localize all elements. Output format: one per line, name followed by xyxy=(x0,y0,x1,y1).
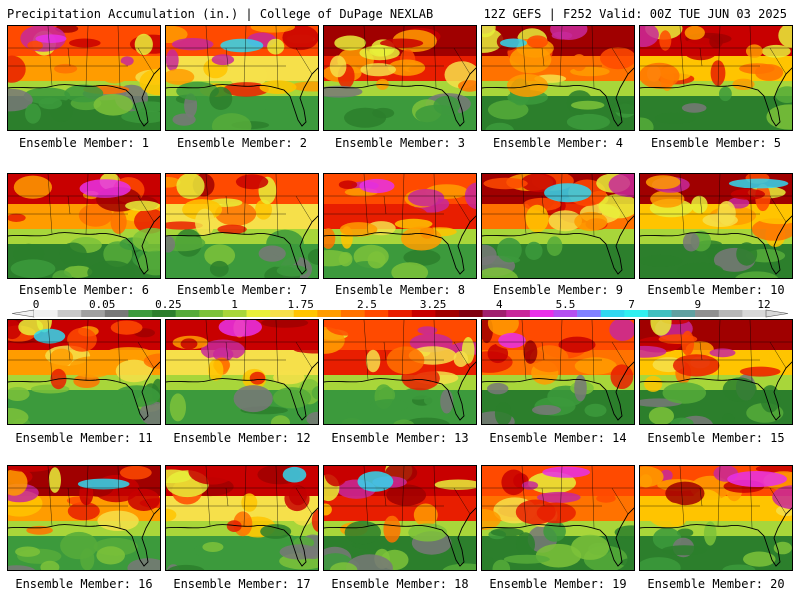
colorbar-swatch xyxy=(104,310,129,317)
ensemble-member-label: Ensemble Member: 8 xyxy=(334,283,466,297)
colorbar-swatch xyxy=(459,310,483,317)
ensemble-member-label: Ensemble Member: 4 xyxy=(492,136,624,150)
ensemble-member-label: Ensemble Member: 20 xyxy=(647,577,785,591)
colorbar-arrow-left xyxy=(11,309,35,318)
colorbar-swatch xyxy=(742,310,767,317)
ensemble-member-map xyxy=(7,319,161,425)
ensemble-member-map xyxy=(639,25,793,131)
colorbar-swatch xyxy=(270,310,295,317)
ensemble-member-label: Ensemble Member: 11 xyxy=(15,431,153,445)
ensemble-member-map xyxy=(323,25,477,131)
colorbar-swatch xyxy=(34,310,58,317)
colorbar-swatch xyxy=(222,310,247,317)
ensemble-member-label: Ensemble Member: 15 xyxy=(647,431,785,445)
colorbar-tick-label: 5.5 xyxy=(556,300,576,311)
colorbar-tick-label: 12 xyxy=(757,300,770,311)
page-title: Precipitation Accumulation (in.) | Colle… xyxy=(7,7,434,21)
colorbar-tick-label: 1 xyxy=(231,300,238,311)
ensemble-member-map xyxy=(165,25,319,131)
colorbar-swatch xyxy=(411,310,436,317)
ensemble-member-map xyxy=(323,173,477,279)
ensemble-member-map xyxy=(639,173,793,279)
colorbar-tick-label: 0.25 xyxy=(155,300,182,311)
ensemble-member-label: Ensemble Member: 10 xyxy=(647,283,785,297)
colorbar-swatch xyxy=(718,310,743,317)
ensemble-member-label: Ensemble Member: 12 xyxy=(173,431,311,445)
ensemble-member-map xyxy=(481,465,635,571)
colorbar-swatch xyxy=(435,310,460,317)
colorbar-swatch xyxy=(506,310,531,317)
colorbar-swatch xyxy=(388,310,413,317)
colorbar-swatch xyxy=(152,310,176,317)
colorbar-swatch xyxy=(81,310,106,317)
colorbar-swatch xyxy=(553,310,578,317)
ensemble-member-map xyxy=(639,319,793,425)
ensemble-member-map xyxy=(481,25,635,131)
ensemble-member-map xyxy=(7,25,161,131)
colorbar-swatch xyxy=(340,310,365,317)
ensemble-member-map xyxy=(165,173,319,279)
colorbar-tick-label: 0.05 xyxy=(89,300,116,311)
ensemble-member-label: Ensemble Member: 16 xyxy=(15,577,153,591)
ensemble-member-label: Ensemble Member: 14 xyxy=(489,431,627,445)
ensemble-member-map xyxy=(165,465,319,571)
colorbar-swatch xyxy=(128,310,153,317)
ensemble-member-map xyxy=(481,319,635,425)
ensemble-member-label: Ensemble Member: 9 xyxy=(492,283,624,297)
colorbar-swatch xyxy=(293,310,318,317)
colorbar-swatch xyxy=(482,310,507,317)
colorbar-swatch xyxy=(57,310,82,317)
colorbar-swatch xyxy=(364,310,389,317)
ensemble-member-map xyxy=(323,319,477,425)
colorbar-tick-label: 3.25 xyxy=(420,300,447,311)
ensemble-member-label: Ensemble Member: 5 xyxy=(650,136,782,150)
colorbar-swatch xyxy=(577,310,602,317)
colorbar-arrow-right xyxy=(765,309,789,318)
ensemble-member-label: Ensemble Member: 13 xyxy=(331,431,469,445)
run-valid-time: 12Z GEFS | F252 Valid: 00Z TUE JUN 03 20… xyxy=(483,7,787,21)
colorbar-tick-label: 0 xyxy=(33,300,40,311)
ensemble-member-label: Ensemble Member: 7 xyxy=(176,283,308,297)
colorbar-swatch xyxy=(246,310,271,317)
ensemble-member-label: Ensemble Member: 6 xyxy=(18,283,150,297)
colorbar-tick-label: 4 xyxy=(496,300,503,311)
ensemble-member-map xyxy=(165,319,319,425)
ensemble-member-map xyxy=(7,465,161,571)
colorbar-tick-label: 2.5 xyxy=(357,300,377,311)
ensemble-member-label: Ensemble Member: 2 xyxy=(176,136,308,150)
colorbar-swatch xyxy=(600,310,625,317)
precip-colorbar: 0 0.05 0.25 1 1.75 2.5 3.25 4 5.5 7 9 12 xyxy=(11,300,789,318)
ensemble-member-label: Ensemble Member: 17 xyxy=(173,577,311,591)
colorbar-swatch xyxy=(529,310,554,317)
ensemble-member-map xyxy=(639,465,793,571)
colorbar-tick-label: 9 xyxy=(694,300,701,311)
colorbar-swatch xyxy=(695,310,720,317)
ensemble-member-map xyxy=(323,465,477,571)
colorbar-swatch xyxy=(175,310,200,317)
ensemble-member-label: Ensemble Member: 3 xyxy=(334,136,466,150)
colorbar-swatch xyxy=(317,310,342,317)
ensemble-member-label: Ensemble Member: 18 xyxy=(331,577,469,591)
colorbar-swatch xyxy=(624,310,649,317)
colorbar-swatch xyxy=(199,310,224,317)
ensemble-member-label: Ensemble Member: 19 xyxy=(489,577,627,591)
ensemble-member-label: Ensemble Member: 1 xyxy=(18,136,150,150)
colorbar-tick-label: 7 xyxy=(628,300,635,311)
ensemble-member-map xyxy=(7,173,161,279)
colorbar-swatch xyxy=(671,310,696,317)
ensemble-member-map xyxy=(481,173,635,279)
colorbar-tick-label: 1.75 xyxy=(287,300,314,311)
colorbar-swatch xyxy=(647,310,672,317)
